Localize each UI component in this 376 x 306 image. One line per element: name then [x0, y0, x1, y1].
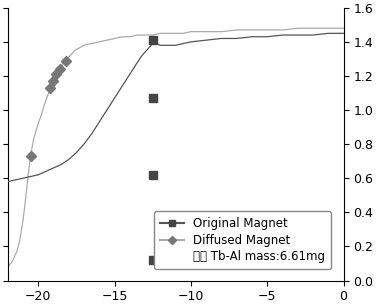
Legend: Original Magnet, Diffused Magnet, 多层 Tb-Al mass:6.61mg: Original Magnet, Diffused Magnet, 多层 Tb-… — [154, 211, 331, 269]
